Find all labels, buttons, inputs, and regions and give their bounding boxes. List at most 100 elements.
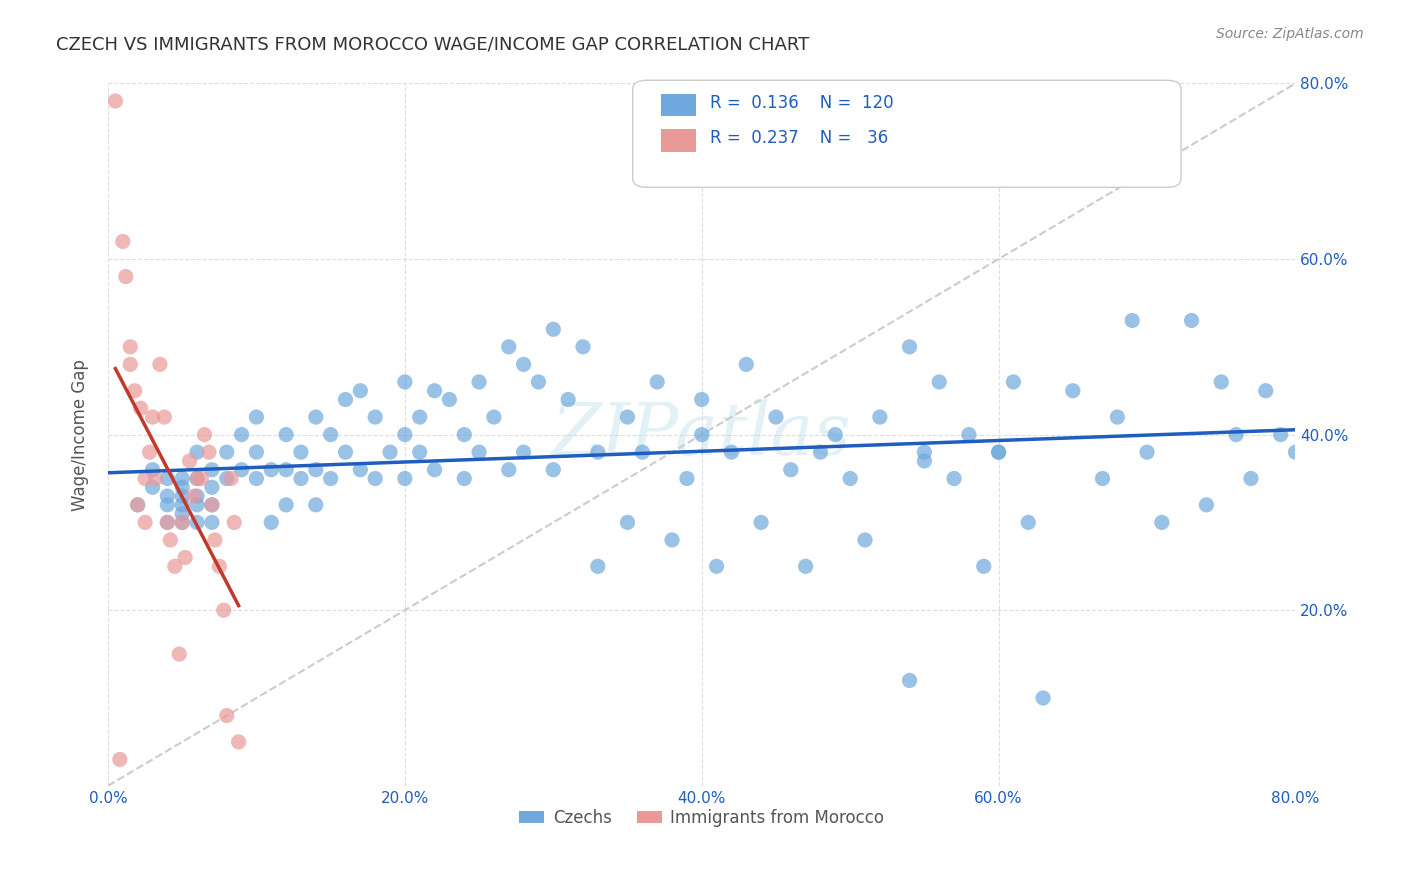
Czechs <box>468 445 491 459</box>
Immigrants from Morocco <box>153 410 176 425</box>
Czechs <box>1032 691 1054 706</box>
Text: ZIPatlas: ZIPatlas <box>553 400 852 470</box>
Text: R =  0.136    N =  120: R = 0.136 N = 120 <box>710 94 894 112</box>
Immigrants from Morocco <box>124 384 146 398</box>
Czechs <box>1121 313 1143 327</box>
Czechs <box>1002 375 1025 389</box>
Czechs <box>690 427 713 442</box>
Czechs <box>1254 384 1277 398</box>
Immigrants from Morocco <box>127 498 149 512</box>
Immigrants from Morocco <box>208 559 231 574</box>
Immigrants from Morocco <box>219 471 242 485</box>
Czechs <box>364 471 387 485</box>
Immigrants from Morocco <box>215 708 238 723</box>
Czechs <box>305 498 328 512</box>
Immigrants from Morocco <box>120 357 142 371</box>
Immigrants from Morocco <box>212 603 235 617</box>
Czechs <box>290 445 312 459</box>
Immigrants from Morocco <box>224 516 246 530</box>
Immigrants from Morocco <box>108 752 131 766</box>
Czechs <box>245 445 267 459</box>
Immigrants from Morocco <box>120 340 142 354</box>
Czechs <box>186 516 208 530</box>
Czechs <box>779 463 801 477</box>
Czechs <box>319 427 342 442</box>
Czechs <box>1180 313 1202 327</box>
Immigrants from Morocco <box>163 559 186 574</box>
Czechs <box>765 410 787 425</box>
Czechs <box>290 471 312 485</box>
Czechs <box>186 489 208 503</box>
Czechs <box>631 445 654 459</box>
Text: R =  0.237    N =   36: R = 0.237 N = 36 <box>710 129 889 147</box>
Immigrants from Morocco <box>186 471 208 485</box>
Czechs <box>987 445 1010 459</box>
Czechs <box>1240 471 1263 485</box>
Czechs <box>349 384 371 398</box>
Czechs <box>409 445 432 459</box>
Czechs <box>498 463 520 477</box>
Czechs <box>172 507 194 521</box>
Czechs <box>1150 516 1173 530</box>
Immigrants from Morocco <box>179 454 201 468</box>
Czechs <box>274 498 297 512</box>
Czechs <box>749 516 772 530</box>
Czechs <box>1091 471 1114 485</box>
Czechs <box>1062 384 1084 398</box>
Czechs <box>245 410 267 425</box>
Immigrants from Morocco <box>172 516 194 530</box>
Czechs <box>305 463 328 477</box>
Czechs <box>706 559 728 574</box>
Czechs <box>156 489 179 503</box>
Czechs <box>141 480 163 494</box>
Czechs <box>423 384 446 398</box>
Czechs <box>527 375 550 389</box>
Czechs <box>172 516 194 530</box>
Czechs <box>1107 410 1129 425</box>
Czechs <box>378 445 401 459</box>
Czechs <box>201 480 224 494</box>
Czechs <box>1195 498 1218 512</box>
Czechs <box>973 559 995 574</box>
Czechs <box>156 516 179 530</box>
Czechs <box>156 471 179 485</box>
Y-axis label: Wage/Income Gap: Wage/Income Gap <box>72 359 89 510</box>
Czechs <box>810 445 832 459</box>
Czechs <box>215 471 238 485</box>
Czechs <box>912 454 935 468</box>
Czechs <box>543 463 565 477</box>
Czechs <box>201 498 224 512</box>
Czechs <box>853 533 876 547</box>
Czechs <box>423 463 446 477</box>
Czechs <box>1136 445 1159 459</box>
Immigrants from Morocco <box>167 647 190 661</box>
Czechs <box>1284 445 1306 459</box>
Czechs <box>512 445 534 459</box>
Immigrants from Morocco <box>114 269 136 284</box>
Czechs <box>394 375 416 389</box>
Czechs <box>735 357 758 371</box>
Czechs <box>231 427 253 442</box>
Czechs <box>616 516 638 530</box>
Czechs <box>676 471 699 485</box>
Czechs <box>987 445 1010 459</box>
Czechs <box>898 340 921 354</box>
Czechs <box>231 463 253 477</box>
Czechs <box>394 427 416 442</box>
Immigrants from Morocco <box>134 471 156 485</box>
Czechs <box>127 498 149 512</box>
Czechs <box>349 463 371 477</box>
Immigrants from Morocco <box>149 357 172 371</box>
Immigrants from Morocco <box>134 516 156 530</box>
Czechs <box>557 392 579 407</box>
Czechs <box>572 340 595 354</box>
Czechs <box>1270 427 1292 442</box>
Immigrants from Morocco <box>141 410 163 425</box>
Immigrants from Morocco <box>138 445 160 459</box>
Immigrants from Morocco <box>190 471 212 485</box>
Czechs <box>1211 375 1233 389</box>
Immigrants from Morocco <box>111 235 134 249</box>
Czechs <box>690 392 713 407</box>
Czechs <box>260 516 283 530</box>
Czechs <box>898 673 921 688</box>
